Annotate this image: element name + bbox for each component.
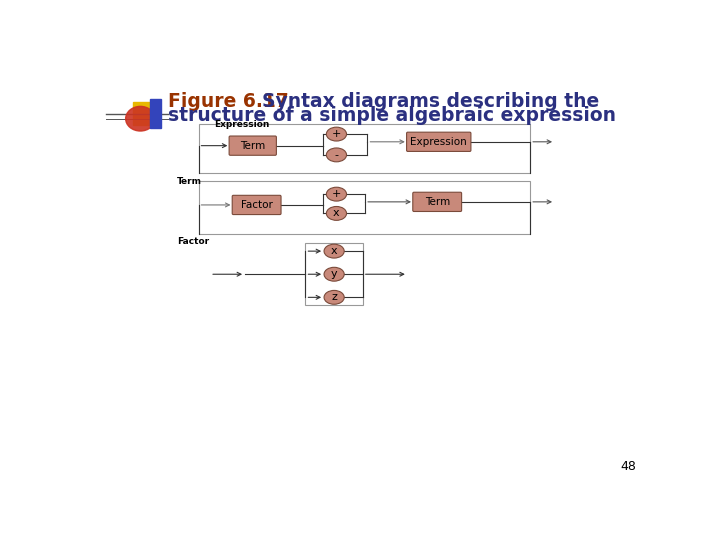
- Text: Expression: Expression: [410, 137, 467, 147]
- Bar: [132, 102, 158, 125]
- Bar: [199, 124, 530, 173]
- Text: structure of a simple algebraic expression: structure of a simple algebraic expressi…: [168, 106, 616, 125]
- Text: y: y: [330, 269, 338, 279]
- Text: Term: Term: [177, 177, 202, 186]
- Bar: [150, 99, 161, 128]
- Text: +: +: [332, 129, 341, 139]
- Text: Factor: Factor: [177, 237, 209, 246]
- FancyBboxPatch shape: [229, 136, 276, 156]
- Text: Factor: Factor: [240, 200, 273, 210]
- Ellipse shape: [326, 187, 346, 201]
- Ellipse shape: [324, 244, 344, 258]
- Text: -: -: [335, 150, 338, 160]
- Ellipse shape: [326, 148, 346, 162]
- FancyBboxPatch shape: [233, 195, 281, 214]
- Ellipse shape: [324, 267, 344, 281]
- Bar: [199, 181, 530, 234]
- Ellipse shape: [126, 106, 155, 131]
- Ellipse shape: [326, 127, 346, 141]
- Text: Syntax diagrams describing the: Syntax diagrams describing the: [249, 92, 599, 111]
- Bar: [305, 244, 363, 305]
- FancyBboxPatch shape: [407, 132, 471, 151]
- Text: 48: 48: [621, 460, 636, 473]
- Text: Term: Term: [425, 197, 450, 207]
- Text: x: x: [333, 208, 340, 218]
- Text: x: x: [330, 246, 338, 256]
- Text: z: z: [331, 292, 337, 302]
- Ellipse shape: [324, 291, 344, 304]
- Text: Term: Term: [240, 140, 266, 151]
- Text: +: +: [332, 189, 341, 199]
- Text: Figure 6.17: Figure 6.17: [168, 92, 288, 111]
- FancyBboxPatch shape: [413, 192, 462, 212]
- Ellipse shape: [326, 206, 346, 220]
- Text: Expression: Expression: [214, 120, 269, 129]
